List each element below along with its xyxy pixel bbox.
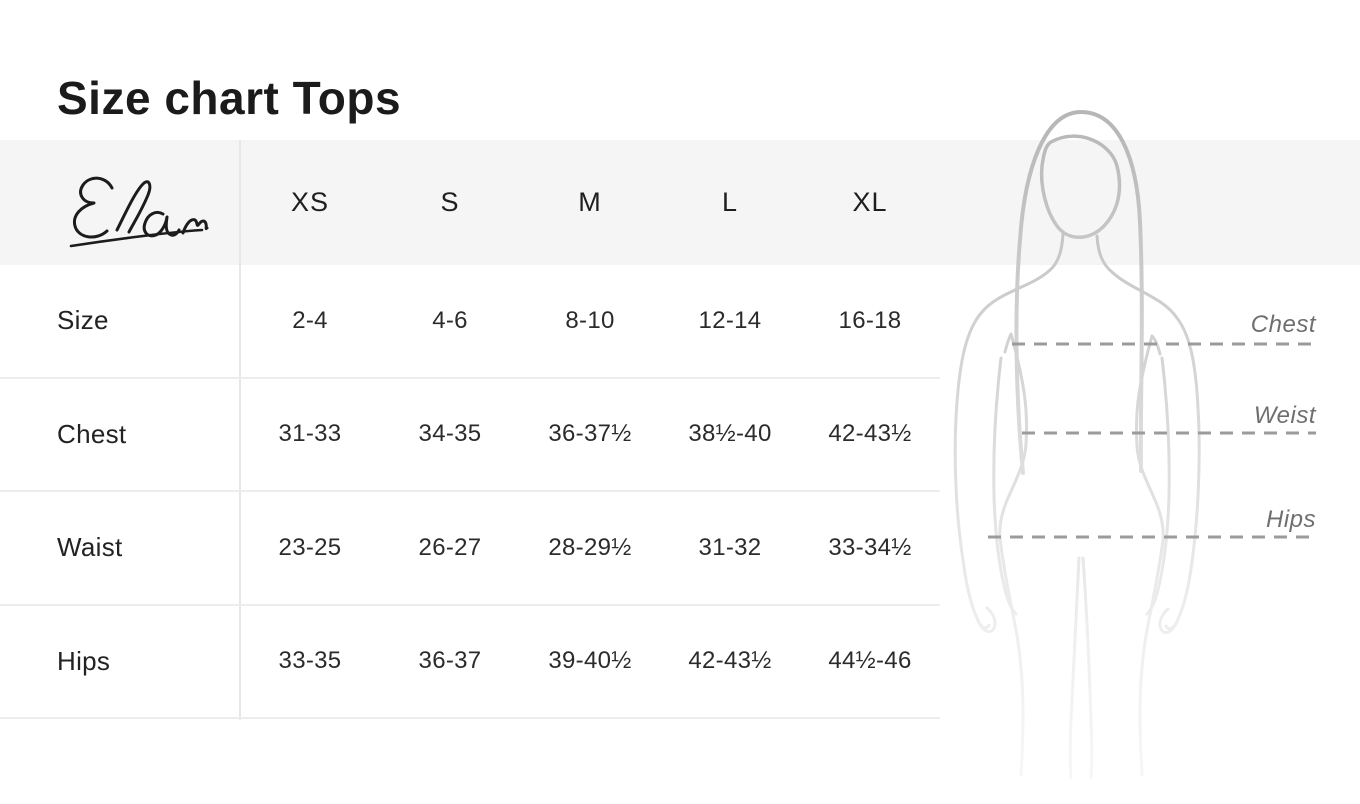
logo-letter-a [142, 210, 181, 238]
row-label: Waist [57, 532, 123, 563]
table-cell: 38½-40 [688, 420, 772, 448]
row-label: Hips [57, 645, 111, 676]
logo-underline [69, 228, 204, 248]
right-hand-outline [1158, 607, 1180, 635]
right-shoulder-arm-outline [1095, 234, 1201, 631]
column-header-m: M [578, 187, 602, 217]
table-cell: 12-14 [698, 306, 762, 334]
hair-outline [1014, 110, 1144, 475]
table-cell: 31-32 [698, 533, 762, 561]
table-cell: 42-43½ [828, 420, 912, 448]
table-cell: 28-29½ [548, 533, 632, 561]
column-header-l: L [721, 187, 739, 217]
logo-letter-l [115, 180, 152, 234]
table-cell: 39-40½ [548, 647, 632, 675]
row-label: Chest [57, 418, 127, 449]
table-cell: 33-35 [278, 647, 342, 675]
column-header-xl: XL [852, 187, 888, 217]
left-hand-outline [975, 606, 997, 634]
table-header-band [0, 140, 1360, 265]
table-row-size: Size 2-4 4-6 8-10 12-14 16-18 [0, 265, 940, 379]
left-shoulder-arm-outline [953, 232, 1065, 630]
table-cell: 36-37 [418, 647, 482, 675]
table-row-waist: Waist 23-25 26-27 28-29½ 31-32 33-34½ [0, 492, 940, 606]
row-label: Size [57, 305, 109, 336]
female-body-figure [953, 110, 1316, 780]
table-cell: 23-25 [278, 533, 342, 561]
left-inner-arm-line [992, 356, 1018, 616]
table-cell: 4-6 [432, 306, 468, 334]
table-cell: 26-27 [418, 533, 482, 561]
table-cell: 2-4 [292, 306, 328, 334]
figure-label-chest: Chest [1250, 311, 1316, 338]
logo-letter-n [181, 218, 209, 235]
table-row-hips: Hips 33-35 36-37 39-40½ 42-43½ 44½-46 [0, 606, 940, 719]
figure-label-hips: Hips [1265, 506, 1316, 533]
table-cell: 42-43½ [688, 647, 772, 675]
table-cell: 16-18 [838, 306, 902, 334]
page-title: Size chart Tops [57, 71, 402, 124]
right-torso-hip-outline [1134, 334, 1165, 777]
table-cell: 33-34½ [828, 533, 912, 561]
logo-letter-E [72, 176, 114, 239]
column-header-xs: XS [290, 187, 330, 217]
table-row-chest: Chest 31-33 34-35 36-37½ 38½-40 42-43½ [0, 379, 940, 492]
face-outline [1039, 134, 1122, 239]
size-table: Size 2-4 4-6 8-10 12-14 16-18 Chest 31-3… [0, 265, 940, 719]
left-torso-hip-outline [998, 332, 1029, 777]
figure-label-weist: Weist [1253, 402, 1316, 429]
table-cell: 44½-46 [828, 647, 912, 675]
right-inner-arm-line [1145, 356, 1171, 616]
table-cell: 36-37½ [548, 420, 632, 448]
size-column-headers: XS S M L XL [240, 140, 940, 265]
brand-logo-elan [69, 176, 209, 248]
right-inner-leg-line [1081, 556, 1094, 780]
table-cell: 34-35 [418, 420, 482, 448]
table-cell: 31-33 [278, 420, 342, 448]
table-vertical-divider [239, 140, 241, 720]
left-inner-leg-line [1068, 556, 1081, 780]
table-cell: 8-10 [565, 306, 615, 334]
column-header-s: S [440, 187, 460, 217]
